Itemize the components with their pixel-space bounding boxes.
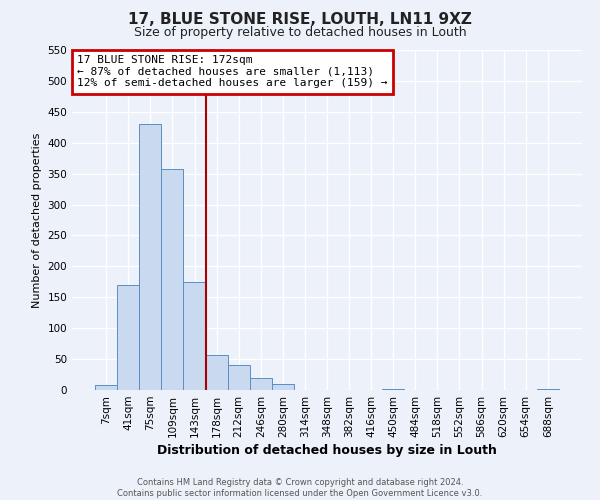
- Bar: [272, 384, 294, 390]
- Y-axis label: Number of detached properties: Number of detached properties: [32, 132, 42, 308]
- Bar: [139, 124, 161, 390]
- Bar: [117, 285, 139, 390]
- Text: 17, BLUE STONE RISE, LOUTH, LN11 9XZ: 17, BLUE STONE RISE, LOUTH, LN11 9XZ: [128, 12, 472, 28]
- X-axis label: Distribution of detached houses by size in Louth: Distribution of detached houses by size …: [157, 444, 497, 457]
- Bar: [206, 355, 227, 390]
- Text: Contains HM Land Registry data © Crown copyright and database right 2024.
Contai: Contains HM Land Registry data © Crown c…: [118, 478, 482, 498]
- Bar: [161, 170, 184, 390]
- Text: Size of property relative to detached houses in Louth: Size of property relative to detached ho…: [134, 26, 466, 39]
- Text: 17 BLUE STONE RISE: 172sqm
← 87% of detached houses are smaller (1,113)
12% of s: 17 BLUE STONE RISE: 172sqm ← 87% of deta…: [77, 55, 388, 88]
- Bar: [250, 378, 272, 390]
- Bar: [184, 282, 206, 390]
- Bar: [227, 366, 250, 390]
- Bar: [95, 385, 117, 390]
